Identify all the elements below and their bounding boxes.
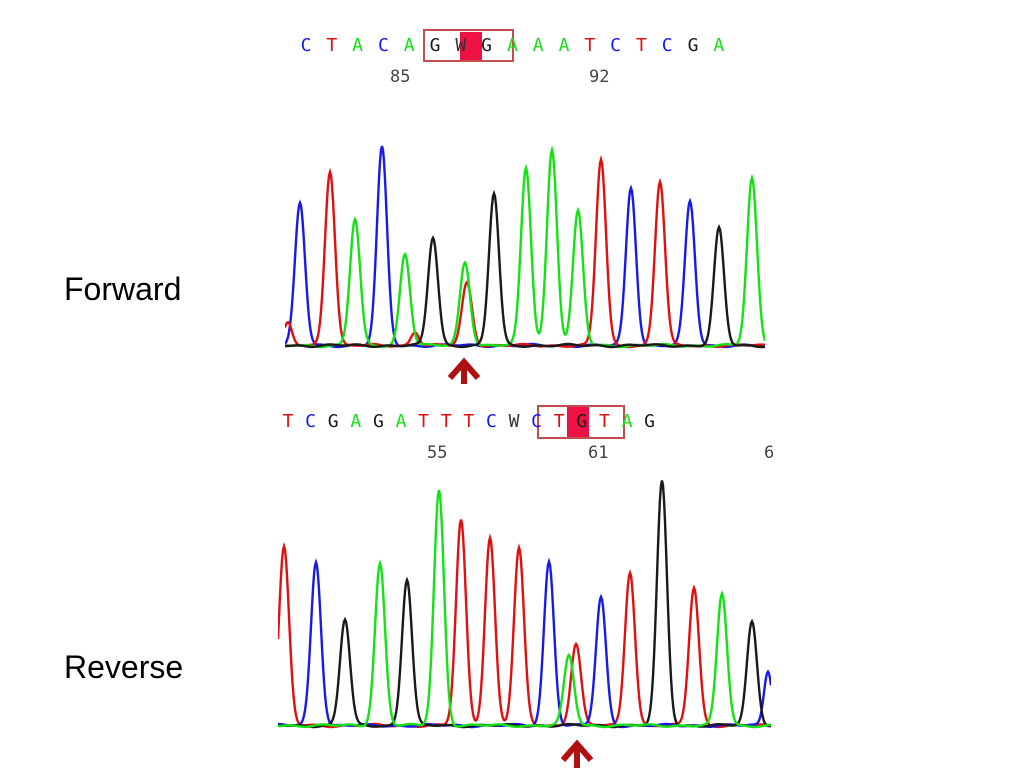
reverse-chromatogram [278, 480, 771, 729]
forward-base-letter: C [377, 35, 389, 56]
forward-variant-box [423, 29, 514, 62]
forward-base-letter: T [635, 35, 647, 56]
forward-base-letter: A [558, 35, 570, 56]
reverse-base-letter: G [644, 411, 656, 432]
forward-position-label: 85 [390, 67, 411, 87]
forward-arrow-icon [447, 357, 481, 384]
reverse-position-label-clipped: 6 [764, 443, 773, 463]
reverse-position-label: 55 [427, 443, 448, 463]
reverse-ambiguous-highlight [567, 407, 589, 437]
reverse-base-letter: G [327, 411, 339, 432]
reverse-base-letter: C [305, 411, 317, 432]
reverse-base-letter: A [395, 411, 407, 432]
forward-base-letter: W [455, 35, 467, 56]
reverse-variant-box [537, 405, 625, 439]
forward-label: Forward [64, 271, 182, 307]
reverse-label: Reverse [64, 649, 184, 685]
reverse-base-letter: T [282, 411, 294, 432]
reverse-base-letter: T [418, 411, 430, 432]
fwd-trace-channel-trace [285, 145, 765, 349]
forward-base-letter: A [713, 35, 725, 56]
forward-base-letter: T [326, 35, 338, 56]
reverse-base-letter: W [508, 411, 520, 432]
reverse-base-letter: A [621, 411, 633, 432]
forward-base-letter: C [300, 35, 312, 56]
reverse-position-label: 61 [588, 443, 609, 463]
forward-base-letter: A [506, 35, 518, 56]
fwd-trace-channel-trace [285, 189, 765, 349]
forward-chromatogram [285, 145, 765, 349]
reverse-arrow-icon [560, 739, 594, 768]
reverse-base-letter: T [463, 411, 475, 432]
reverse-base-letter: C [531, 411, 543, 432]
reverse-base-letter: G [372, 411, 384, 432]
forward-base-letter: A [532, 35, 544, 56]
forward-base-letter: T [584, 35, 596, 56]
forward-base-letter: A [352, 35, 364, 56]
forward-ambiguous-highlight [460, 32, 482, 60]
rev-trace-channel-trace [278, 490, 771, 729]
forward-base-letter: C [610, 35, 622, 56]
forward-position-label: 92 [589, 67, 610, 87]
forward-base-letter: G [481, 35, 493, 56]
forward-base-letter: C [661, 35, 673, 56]
fwd-trace-channel-trace [285, 154, 765, 349]
reverse-base-letter: A [350, 411, 362, 432]
forward-base-letter: G [687, 35, 699, 56]
reverse-base-letter: C [485, 411, 497, 432]
reverse-base-letter: T [440, 411, 452, 432]
forward-base-letter: A [403, 35, 415, 56]
reverse-base-letter: T [598, 411, 610, 432]
reverse-base-letter: G [576, 411, 588, 432]
forward-base-letter: G [429, 35, 441, 56]
reverse-base-letter: T [553, 411, 565, 432]
